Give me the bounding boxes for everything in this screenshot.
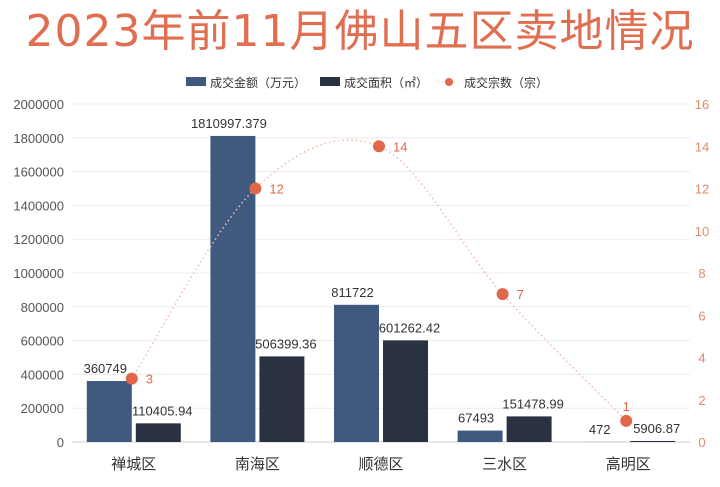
legend-label: 成交面积（㎡） — [344, 75, 428, 90]
y-left-tick: 1400000 — [13, 198, 64, 213]
y-right-tick: 6 — [698, 308, 705, 323]
bar — [86, 381, 132, 442]
x-category-label: 高明区 — [606, 456, 651, 473]
legend-swatch — [320, 77, 341, 86]
bar-value-label: 506399.36 — [255, 336, 316, 351]
bar — [210, 135, 256, 442]
line-value-label: 12 — [269, 182, 283, 197]
y-right-tick: 12 — [695, 182, 709, 197]
line-point — [496, 288, 509, 301]
chart-title: 2023年前11月佛山五区卖地情况 — [25, 6, 695, 57]
bar — [383, 340, 428, 442]
line-value-label: 1 — [623, 399, 630, 414]
x-category-label: 三水区 — [482, 456, 527, 473]
bar-value-label: 811722 — [331, 285, 373, 300]
y-right-tick: 4 — [698, 351, 705, 366]
bar — [135, 423, 181, 442]
y-right-tick: 14 — [695, 139, 709, 154]
line-point — [373, 140, 385, 153]
y-left-tick: 600000 — [21, 334, 64, 349]
bar-value-label: 472 — [589, 422, 611, 437]
y-left-tick: 1200000 — [13, 232, 64, 247]
x-category-label: 顺德区 — [358, 455, 403, 473]
line-point — [620, 414, 633, 427]
y-right-tick: 2 — [698, 393, 705, 408]
y-left-tick: 2000000 — [13, 97, 64, 112]
bar — [630, 441, 676, 442]
y-left-tick: 800000 — [21, 300, 64, 315]
legend-label: 成交金额（万元） — [210, 75, 306, 90]
legend-swatch — [186, 77, 206, 86]
y-right-tick: 16 — [695, 97, 709, 112]
line-value-label: 14 — [393, 139, 407, 154]
y-right-tick: 8 — [698, 266, 705, 281]
y-left-tick: 1000000 — [13, 266, 64, 281]
y-right-tick: 0 — [698, 435, 705, 450]
bar-value-label: 1810997.379 — [191, 116, 267, 131]
bar-value-label: 5906.87 — [633, 421, 680, 436]
bar-value-label: 151478.99 — [502, 396, 563, 411]
y-left-tick: 0 — [57, 435, 64, 450]
y-right-tick: 10 — [695, 224, 709, 239]
legend-marker — [445, 78, 454, 86]
y-left-tick: 400000 — [21, 367, 64, 382]
bar-value-label: 360749 — [84, 361, 127, 376]
bar — [334, 304, 379, 442]
bar — [457, 430, 503, 442]
line-value-label: 3 — [146, 372, 153, 387]
bar-value-label: 601262.42 — [379, 320, 440, 335]
bar — [506, 416, 552, 442]
y-left-tick: 200000 — [21, 401, 64, 416]
bar-value-label: 67493 — [458, 411, 494, 426]
line-point — [249, 182, 262, 195]
y-left-tick: 1800000 — [13, 131, 64, 146]
legend-label: 成交宗数（宗） — [464, 75, 548, 90]
bar — [259, 356, 305, 442]
y-left-tick: 1600000 — [13, 165, 64, 180]
x-category-label: 禅城区 — [111, 456, 156, 473]
bar-value-label: 110405.94 — [132, 403, 193, 418]
line-point — [125, 372, 138, 385]
line-value-label: 7 — [517, 287, 524, 302]
x-category-label: 南海区 — [235, 456, 280, 473]
